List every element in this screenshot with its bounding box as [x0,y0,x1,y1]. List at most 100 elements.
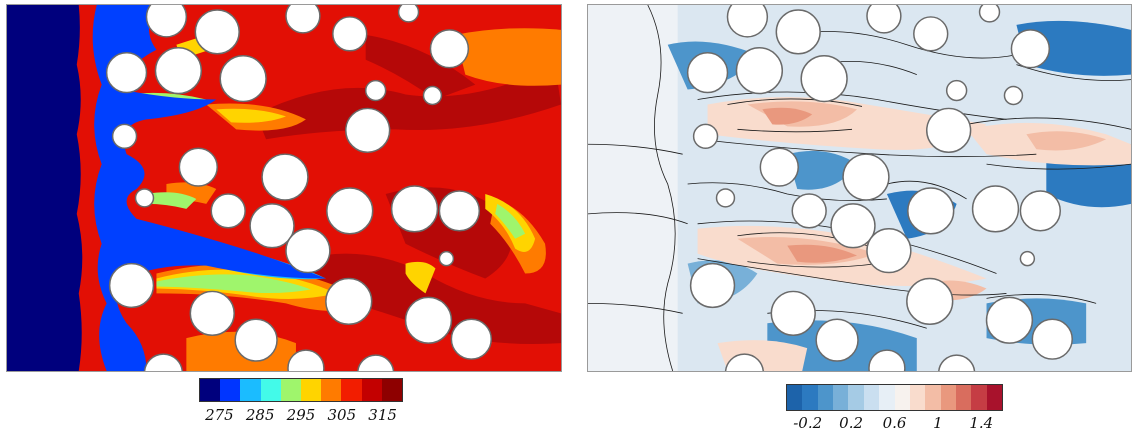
cylinder [429,29,470,69]
cylinder [842,153,890,201]
cylinder [261,153,309,201]
colorbar-swatch [321,379,342,401]
cylinder [907,187,955,235]
colorbar-swatch [986,385,1003,410]
cylinder [364,79,387,102]
cylinder [715,188,736,208]
cylinder [759,147,799,187]
cylinder [815,318,859,362]
colorbar-swatch [971,385,987,410]
tick-label: 285 [245,406,275,424]
cylinder [178,147,218,187]
tick-label: -0.2 [793,414,823,432]
cylinder [866,228,912,274]
colorbar-swatch [833,385,849,410]
colorbar-swatch [955,385,972,410]
tick-label: 1.4 [969,414,994,432]
cylinder [735,47,784,95]
cylinder [1019,250,1036,267]
colorbar-swatch [381,379,403,401]
diverging-colorbar-ticks: -0.2 0.2 0.6 1 1.4 [786,414,1003,436]
cylinder [800,54,848,103]
cylinder [219,54,267,103]
cylinder [357,354,395,371]
cylinder-obstacles [105,5,492,371]
cylinder [926,107,972,153]
temperature-colorbar-ticks: 275 285 295 305 315 [199,406,403,428]
cylinder [422,85,443,106]
colorbar-swatch [925,385,941,410]
cylinder [945,79,968,102]
cylinder [249,203,295,249]
cylinder [913,16,949,52]
cylinder [189,290,235,336]
cylinder [450,318,492,360]
colorbar-swatch [200,379,221,401]
colorbar-swatch [817,385,834,410]
cold-inlet-band [92,5,326,371]
colorbar-swatch [909,385,926,410]
cylinder [194,9,240,55]
cylinder [978,5,1001,23]
diverging-field [588,5,1131,371]
cylinder [287,349,325,371]
diverging-contour-plot [587,4,1132,372]
cylinder [689,262,736,309]
colorbar-swatch [361,379,382,401]
cylinder [985,296,1034,344]
cylinder [791,193,827,229]
cylinder [775,9,821,55]
colorbar-swatch [940,385,956,410]
cylinder [326,187,374,235]
colorbar-swatch [879,385,895,410]
tick-label: 295 [286,406,316,424]
cylinder [108,262,155,309]
cylinder [390,185,439,233]
cylinder [397,5,420,23]
cold-region [7,5,83,371]
cylinder [1031,318,1073,360]
tick-label: 0.6 [882,414,907,432]
cylinder [971,185,1020,233]
cylinder [105,51,148,94]
cylinder [726,5,769,38]
cylinder [868,349,906,371]
cylinder [938,354,976,371]
cylinder [285,228,331,274]
cylinder [234,318,278,362]
cylinder [438,250,455,267]
cylinder [134,188,155,208]
cylinder [770,290,816,336]
cylinder [1019,190,1062,232]
colorbar-swatch [787,385,803,410]
temperature-colorbar [199,378,403,402]
diverging-colorbar [786,384,1003,411]
cylinder [692,123,719,149]
colorbar-swatch [280,379,302,401]
cylinder [830,203,876,249]
temperature-field [7,5,561,371]
inlet-region [588,5,678,371]
positive-regions [697,96,1131,371]
tick-label: 275 [205,406,234,424]
tick-label: 315 [368,406,397,424]
cylinder [332,16,368,52]
cylinder-obstacles [686,5,1073,371]
colorbar-swatch [260,379,281,401]
colorbar-swatch [863,385,880,410]
cylinder [686,51,729,94]
colorbar-swatch [848,385,864,410]
tick-label: 1 [933,414,943,432]
colorbar-swatch [240,379,261,401]
colorbar-swatch [894,385,910,410]
cylinder [145,5,188,38]
cylinder [1010,29,1051,69]
cylinder [285,5,321,34]
cylinder [345,107,391,153]
colorbar-swatch [301,379,322,401]
cylinder [906,277,954,326]
cylinder [438,190,481,232]
colorbar-swatch [220,379,241,401]
cylinder [210,193,246,229]
cylinder [1003,85,1024,106]
